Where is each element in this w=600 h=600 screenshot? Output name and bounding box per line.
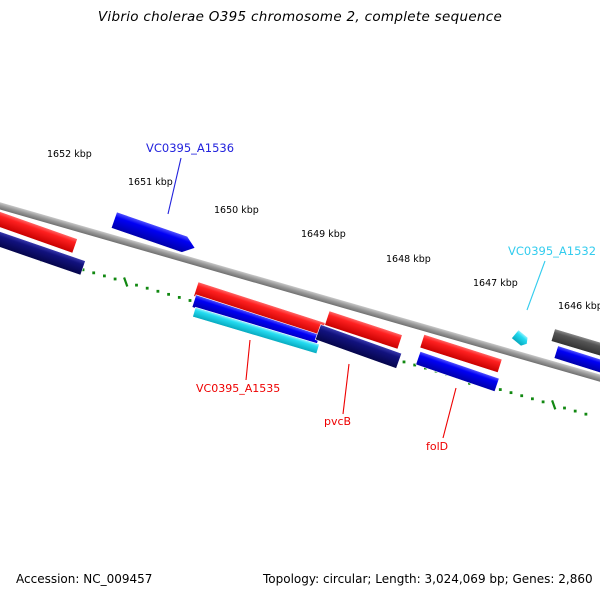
- ruler-tick-labels: 1652 kbp 1651 kbp 1650 kbp 1649 kbp 1648 kbp…: [47, 149, 600, 312]
- ruler-minor-tick: [402, 360, 406, 364]
- ruler-minor-tick: [531, 397, 534, 401]
- ruler-minor-tick: [156, 289, 160, 293]
- gene-label-leader-line: [526, 260, 546, 311]
- ruler-label-0: 1652 kbp: [47, 149, 92, 160]
- gene-pvcb-navy[interactable]: [314, 324, 403, 369]
- gene-label-vc0395-a1536[interactable]: VC0395_A1536: [146, 141, 234, 155]
- gene-fold-red[interactable]: [419, 333, 503, 374]
- ruler-minor-tick: [541, 400, 545, 404]
- ruler-minor-tick: [113, 277, 117, 281]
- ruler-minor-tick: [584, 412, 588, 416]
- ruler-label-4: 1648 kbp: [386, 254, 431, 265]
- gene-right-blue[interactable]: [553, 345, 600, 376]
- gene-label-vc0395-a1535[interactable]: VC0395_A1535: [196, 382, 280, 395]
- sequence-stats-text: Topology: circular; Length: 3,024,069 bp…: [263, 572, 593, 586]
- gene-label-pvcb[interactable]: pvcB: [324, 415, 351, 428]
- ruler-minor-tick: [413, 363, 417, 367]
- gene-pvcb-red[interactable]: [324, 310, 403, 350]
- ruler-label-1: 1651 kbp: [128, 177, 173, 188]
- gene-features: [0, 208, 600, 393]
- backbone-group: [0, 199, 600, 385]
- ruler-minor-tick: [188, 299, 192, 302]
- chromosome-backbone: [0, 199, 600, 385]
- gene-label-leader-line: [245, 339, 251, 381]
- ruler-minor-tick: [509, 391, 513, 395]
- label-leader-lines: [167, 157, 546, 439]
- ruler-minor-tick: [81, 268, 85, 272]
- ruler-minor-tick: [103, 274, 106, 278]
- page-title: Vibrio cholerae O395 chromosome 2, compl…: [97, 9, 503, 25]
- gene-vc0395-a1535-cyan[interactable]: [192, 306, 320, 355]
- ruler-minor-tick: [520, 394, 524, 398]
- ruler-minor-tick: [177, 296, 181, 299]
- gene-label-texts: VC0395_A1536 VC0395_A1532 VC0395_A1535 pvcB…: [146, 141, 596, 453]
- gene-label-leader-line: [167, 157, 182, 215]
- gene-left-reverse-navy[interactable]: [0, 228, 86, 276]
- ruler-minor-tick: [145, 286, 149, 290]
- gene-fold-blue[interactable]: [415, 350, 500, 393]
- ruler-label-6: 1646 kbp: [558, 301, 600, 312]
- ruler-label-3: 1649 kbp: [301, 229, 346, 240]
- ruler-label-2: 1650 kbp: [214, 205, 259, 216]
- ruler-label-5: 1647 kbp: [473, 278, 518, 289]
- gene-label-fold[interactable]: folD: [426, 440, 448, 453]
- gene-right-gray[interactable]: [550, 328, 600, 359]
- ruler-major-tick: [123, 277, 129, 287]
- gene-label-vc0395-a1532[interactable]: VC0395_A1532: [508, 244, 596, 258]
- ruler-major-tick: [551, 399, 557, 410]
- ruler-minor-tick: [92, 271, 96, 275]
- gene-vc0395-a1536-blue[interactable]: [110, 211, 198, 256]
- ruler-minor-tick: [563, 406, 566, 410]
- ruler-minor-tick: [498, 388, 502, 391]
- gene-label-leader-line: [342, 363, 350, 415]
- ruler-minor-tick: [573, 409, 577, 413]
- accession-text: Accession: NC_009457: [16, 572, 153, 586]
- ruler-minor-tick: [167, 292, 170, 296]
- ruler-minor-tick: [135, 283, 138, 287]
- gene-left-forward-red[interactable]: [0, 208, 78, 254]
- gene-vc0395-a1532-cyan[interactable]: [511, 329, 530, 348]
- gene-label-leader-line: [442, 387, 457, 439]
